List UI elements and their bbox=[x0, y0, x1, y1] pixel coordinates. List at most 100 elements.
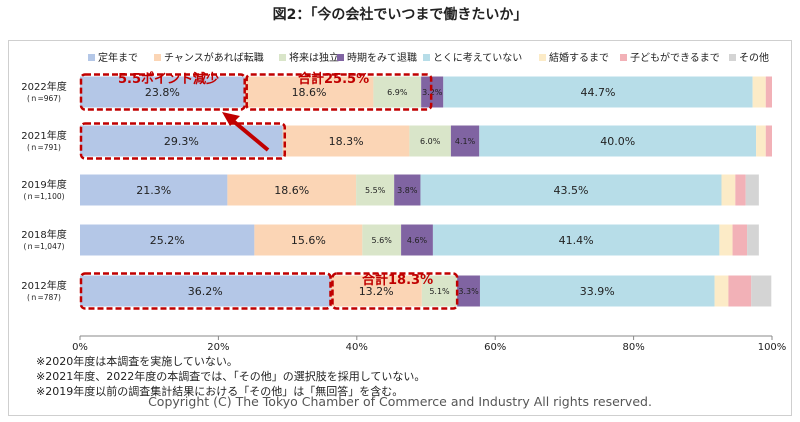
bar-segment bbox=[450, 125, 480, 157]
bar-segment bbox=[714, 275, 729, 307]
bar-segment bbox=[401, 224, 433, 256]
legend-label: チャンスがあれば転職 bbox=[164, 51, 264, 64]
data-label: 44.7% bbox=[580, 86, 615, 99]
legend-label: 定年まで bbox=[98, 51, 138, 64]
category-sublabel: (ｎ=787) bbox=[27, 293, 61, 302]
bar-segment bbox=[421, 76, 444, 108]
data-label: 5.1% bbox=[429, 287, 450, 296]
bar-segment bbox=[721, 174, 736, 206]
bar-segment bbox=[227, 174, 357, 206]
decrease-arrow-head bbox=[222, 112, 240, 126]
data-label: 18.6% bbox=[292, 86, 327, 99]
bar-segment bbox=[254, 224, 363, 256]
bar-segment bbox=[432, 224, 720, 256]
data-label: 3.8% bbox=[397, 186, 418, 195]
bar-segment bbox=[80, 76, 245, 108]
bar-segment bbox=[420, 174, 722, 206]
legend-label: 時期をみて退職 bbox=[347, 52, 417, 64]
category-sublabel: (ｎ=1,047) bbox=[23, 242, 64, 251]
category-label: 2022年度 bbox=[21, 80, 66, 93]
bar-segment bbox=[479, 275, 715, 307]
bar-segment bbox=[747, 224, 759, 256]
legend-swatch bbox=[620, 54, 627, 61]
bar-segment bbox=[421, 275, 458, 307]
x-tick-label: 100% bbox=[758, 342, 787, 353]
footnote-1: ※2020年度は本調査を実施していない。 bbox=[36, 355, 238, 368]
decrease-arrow-shaft bbox=[230, 118, 270, 152]
data-label: 5.6% bbox=[372, 236, 393, 245]
chart-frame bbox=[8, 40, 792, 416]
legend-label: とくに考えていない bbox=[433, 52, 522, 64]
data-label: 25.2% bbox=[150, 234, 185, 247]
legend-swatch bbox=[279, 54, 286, 61]
data-label: 18.3% bbox=[329, 135, 364, 148]
legend-swatch bbox=[539, 54, 546, 61]
annotation-sum-2022: 合計25.5% bbox=[298, 71, 369, 87]
x-tick-label: 60% bbox=[484, 342, 506, 353]
bar-segment bbox=[765, 76, 772, 108]
legend-swatch bbox=[154, 54, 161, 61]
category-label: 2018年度 bbox=[21, 228, 66, 241]
data-label: 4.6% bbox=[407, 236, 428, 245]
bar-segment bbox=[457, 275, 480, 307]
x-tick-label: 20% bbox=[207, 342, 229, 353]
bar-segment bbox=[362, 224, 402, 256]
bar-segment bbox=[80, 174, 228, 206]
data-label: 23.8% bbox=[145, 86, 180, 99]
data-label: 6.0% bbox=[420, 137, 441, 146]
bar-segment bbox=[394, 174, 421, 206]
footnote-2: ※2021年度、2022年度の本調査では、「その他」の選択肢を採用していない。 bbox=[36, 370, 426, 383]
bar-segment bbox=[373, 76, 422, 108]
legend-label: 子どもができるまで bbox=[630, 51, 720, 64]
data-label: 36.2% bbox=[188, 285, 223, 298]
data-label: 5.5% bbox=[365, 186, 386, 195]
highlight-box-2012-sum bbox=[331, 272, 459, 310]
x-tick-label: 40% bbox=[346, 342, 368, 353]
page-title: 図2：「今の会社でいつまで働きたいか」 bbox=[272, 7, 528, 23]
data-label: 3.2% bbox=[422, 88, 443, 97]
copyright-notice: Copyright (C) The Tokyo Chamber of Comme… bbox=[148, 394, 652, 409]
category-sublabel: (ｎ=791) bbox=[27, 143, 61, 152]
bar-segment bbox=[732, 224, 748, 256]
bar-segment bbox=[282, 125, 410, 157]
category-label: 2021年度 bbox=[21, 129, 66, 142]
highlight-box-2021-retire bbox=[79, 122, 287, 160]
bar-segment bbox=[745, 174, 759, 206]
data-label: 13.2% bbox=[359, 285, 394, 298]
bar-segment bbox=[409, 125, 451, 157]
legend-label: 結婚するまで bbox=[549, 51, 609, 64]
bar-segment bbox=[80, 125, 283, 157]
category-sublabel: (ｎ=967) bbox=[27, 94, 61, 103]
data-label: 4.1% bbox=[455, 137, 476, 146]
legend-label: 将来は独立 bbox=[289, 51, 339, 64]
highlight-box-2012-retire bbox=[79, 272, 332, 310]
data-label: 33.9% bbox=[580, 285, 615, 298]
annotation-decrease: 5.5ポイント減少 bbox=[118, 71, 219, 87]
bar-segment bbox=[356, 174, 395, 206]
footnote-3: ※2019年度以前の調査集計結果における「その他」は「無回答」を含む。 bbox=[36, 385, 404, 398]
data-label: 6.9% bbox=[387, 88, 408, 97]
annotation-sum-2012: 合計18.3% bbox=[362, 272, 433, 288]
legend-swatch bbox=[729, 54, 736, 61]
bar-segment bbox=[330, 275, 422, 307]
bar-segment bbox=[752, 76, 766, 108]
data-label: 41.4% bbox=[559, 234, 594, 247]
data-label: 29.3% bbox=[164, 135, 199, 148]
bar-segment bbox=[735, 174, 746, 206]
bar-segment bbox=[751, 275, 772, 307]
category-label: 2019年度 bbox=[21, 178, 66, 191]
bar-segment bbox=[479, 125, 757, 157]
bar-segment bbox=[756, 125, 766, 157]
data-label: 15.6% bbox=[291, 234, 326, 247]
data-label: 3.3% bbox=[458, 287, 479, 296]
category-sublabel: (ｎ=1,100) bbox=[23, 192, 64, 201]
data-label: 40.0% bbox=[600, 135, 635, 148]
legend-swatch bbox=[337, 54, 344, 61]
bar-segment bbox=[443, 76, 753, 108]
bar-segment bbox=[728, 275, 752, 307]
bar-segment bbox=[765, 125, 772, 157]
legend-swatch bbox=[423, 54, 430, 61]
category-label: 2012年度 bbox=[21, 279, 66, 292]
bar-segment bbox=[244, 76, 374, 108]
